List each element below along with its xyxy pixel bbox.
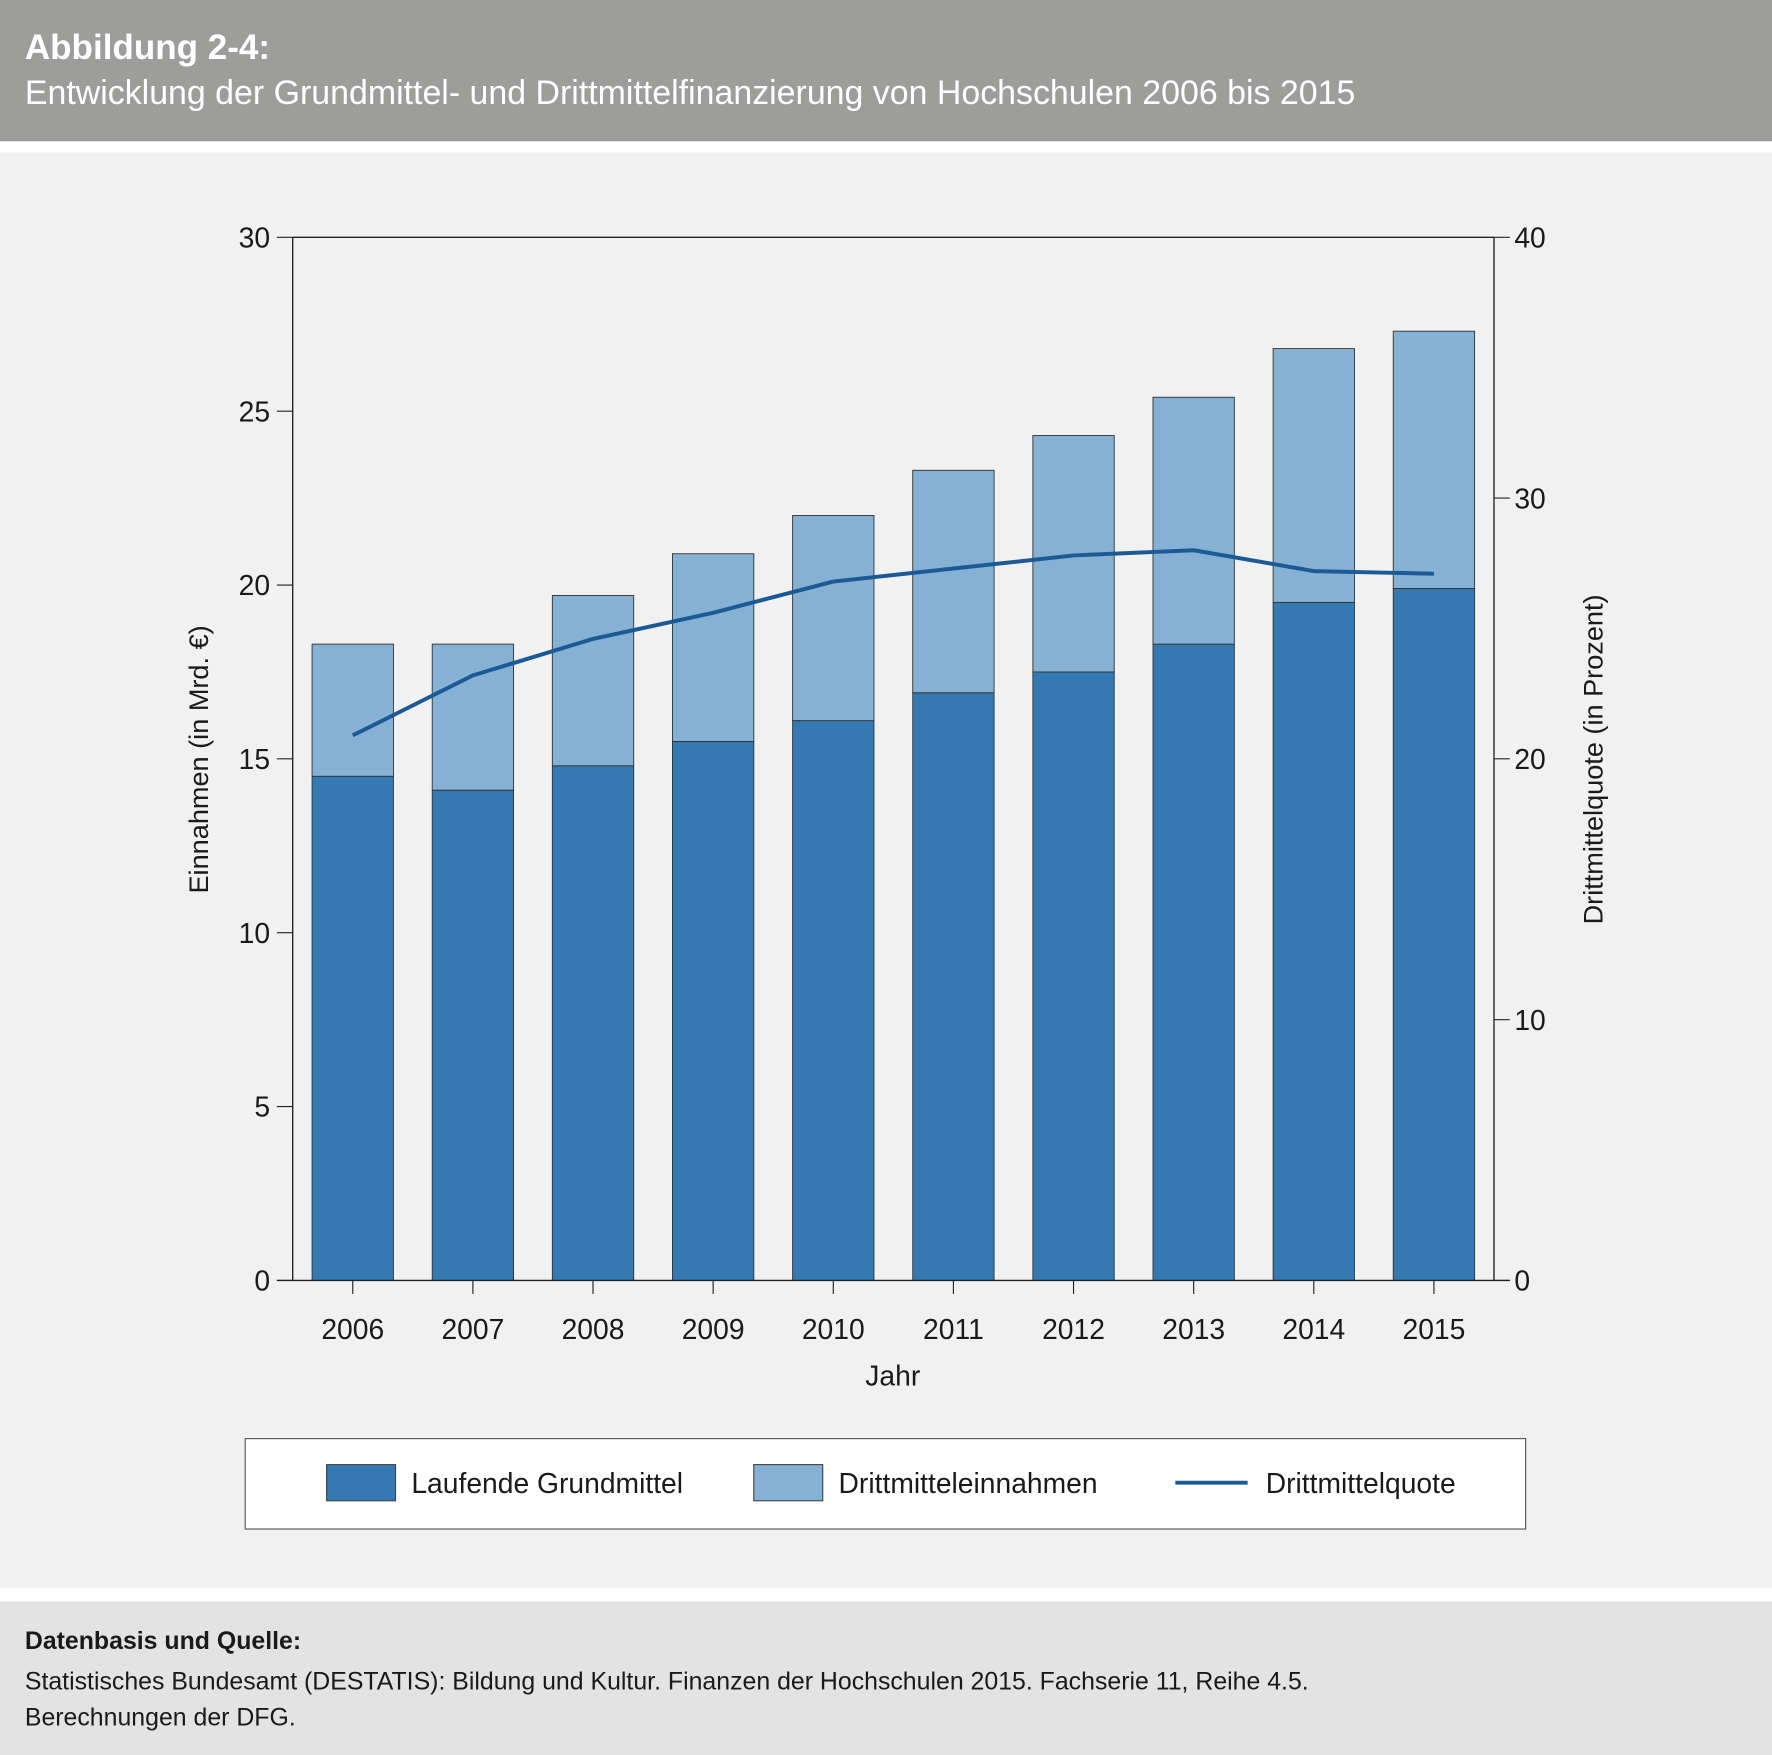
- bar-drittmittel-2010: [792, 515, 875, 722]
- source-line-2: Berechnungen der DFG.: [24, 1703, 296, 1732]
- source-heading: Datenbasis und Quelle:: [24, 1626, 302, 1655]
- x-tick-label: 2013: [1162, 1313, 1225, 1345]
- figure-title: Entwicklung der Grundmittel- und Drittmi…: [24, 74, 1356, 112]
- x-tick-label: 2008: [562, 1313, 625, 1345]
- x-tick-label: 2009: [682, 1313, 745, 1345]
- y2-tick-label: 30: [1514, 482, 1545, 514]
- y-tick-label: 30: [239, 221, 270, 253]
- y-tick-label: 20: [239, 569, 270, 601]
- legend-label-drittmittel: Drittmitteleinnahmen: [839, 1467, 1098, 1499]
- x-tick-label: 2014: [1282, 1313, 1345, 1345]
- bar-grundmittel-2009: [672, 741, 755, 1281]
- bar-drittmittel-2013: [1152, 396, 1235, 645]
- x-tick-label: 2010: [802, 1313, 865, 1345]
- y2-tick-label: 0: [1514, 1265, 1530, 1297]
- x-tick-label: 2011: [923, 1313, 984, 1345]
- x-tick-label: 2007: [441, 1313, 504, 1345]
- bar-grundmittel-2007: [431, 789, 515, 1281]
- legend-box: [244, 1438, 1527, 1530]
- source-footer: Datenbasis und Quelle: Statistisches Bun…: [0, 1601, 1772, 1755]
- bar-drittmittel-2015: [1392, 330, 1476, 589]
- y-tick-label: 5: [254, 1091, 270, 1123]
- bar-drittmittel-2011: [912, 469, 995, 694]
- x-axis-label: Jahr: [865, 1360, 920, 1392]
- chart-area: [0, 152, 1772, 1588]
- bar-grundmittel-2008: [551, 765, 635, 1281]
- y2-tick-label: 40: [1514, 221, 1545, 253]
- source-line-1: Statistisches Bundesamt (DESTATIS): Bild…: [24, 1666, 1309, 1696]
- bar-drittmittel-2009: [672, 553, 755, 742]
- x-tick-label: 2006: [321, 1313, 384, 1345]
- legend-swatch-drittmittel: [753, 1464, 824, 1502]
- bar-drittmittel-2006: [311, 643, 394, 777]
- y2-axis-label: Drittmittelquote (in Prozent): [1577, 594, 1608, 924]
- y-tick-label: 10: [239, 917, 270, 949]
- bar-grundmittel-2011: [912, 692, 995, 1281]
- y2-tick-label: 20: [1514, 743, 1545, 775]
- y-tick-label: 15: [239, 743, 270, 775]
- x-tick-label: 2012: [1042, 1313, 1105, 1345]
- y-tick-label: 25: [239, 395, 270, 427]
- bar-grundmittel-2013: [1152, 643, 1235, 1281]
- bar-drittmittel-2014: [1272, 348, 1355, 603]
- legend-swatch-grundmittel: [326, 1464, 397, 1502]
- legend-label-quote: Drittmittelquote: [1266, 1467, 1456, 1499]
- y-axis-label: Einnahmen (in Mrd. €): [183, 625, 214, 893]
- bar-grundmittel-2006: [311, 775, 394, 1281]
- bar-grundmittel-2010: [792, 720, 875, 1281]
- bar-grundmittel-2012: [1032, 671, 1115, 1281]
- figure-number: Abbildung 2-4:: [24, 27, 271, 67]
- bar-drittmittel-2008: [551, 594, 635, 767]
- x-tick-label: 2015: [1402, 1313, 1465, 1345]
- figure-header: Abbildung 2-4: Entwicklung der Grundmitt…: [0, 0, 1772, 142]
- y2-tick-label: 10: [1514, 1004, 1545, 1036]
- bar-grundmittel-2014: [1272, 601, 1355, 1281]
- bar-grundmittel-2015: [1392, 588, 1476, 1281]
- y-tick-label: 0: [254, 1265, 270, 1297]
- legend-label-grundmittel: Laufende Grundmittel: [411, 1467, 683, 1499]
- line-drittmittelquote: [351, 548, 1434, 738]
